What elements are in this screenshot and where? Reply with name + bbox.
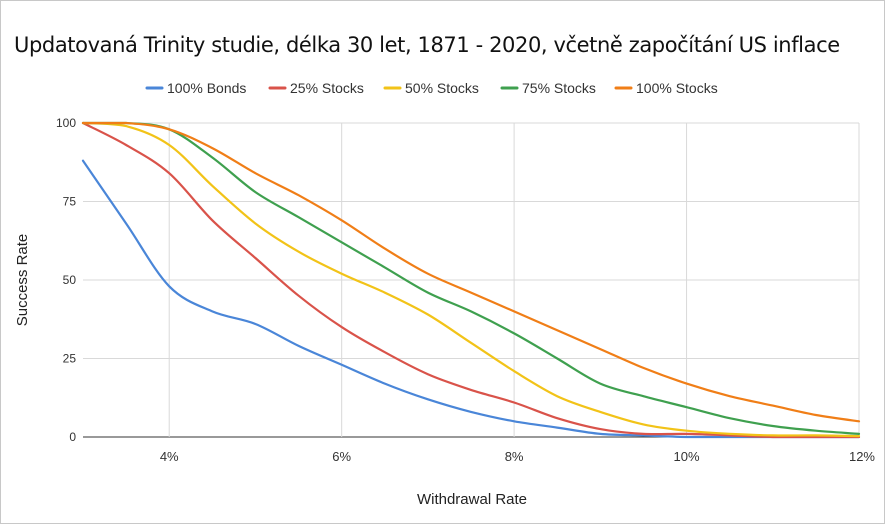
y-tick-label: 75 [63, 195, 77, 209]
legend-item-100-stocks[interactable]: 100% Stocks [614, 80, 718, 96]
x-tick-label: 8% [505, 449, 524, 464]
x-tick-label: 10% [674, 449, 700, 464]
series-line-100-stocks [81, 121, 861, 423]
series-line-50-stocks [81, 121, 861, 438]
legend-label: 100% Bonds [167, 80, 246, 96]
x-tick-label: 4% [160, 449, 179, 464]
y-tick-label: 0 [69, 430, 76, 444]
legend-label: 100% Stocks [636, 80, 718, 96]
y-tick-label: 25 [63, 352, 77, 366]
legend-item-50-stocks[interactable]: 50% Stocks [383, 80, 479, 96]
series-line-100-bonds [81, 159, 861, 439]
legend-item-100-bonds[interactable]: 100% Bonds [145, 80, 246, 96]
x-tick-label: 6% [332, 449, 351, 464]
legend-label: 25% Stocks [290, 80, 364, 96]
series-line-75-stocks [81, 121, 861, 435]
y-tick-label: 100 [56, 116, 76, 130]
x-axis-label: Withdrawal Rate [417, 491, 527, 508]
y-axis-label: Success Rate [14, 234, 31, 327]
x-tick-label: 12% [849, 449, 875, 464]
chart-title: Updatovaná Trinity studie, délka 30 let,… [14, 33, 840, 57]
y-axis-ticks: 0 25 50 75 100 [56, 116, 76, 444]
series-lines [81, 121, 861, 439]
series-line-25-stocks [81, 121, 861, 439]
y-tick-label: 50 [63, 273, 77, 287]
legend-item-75-stocks[interactable]: 75% Stocks [500, 80, 596, 96]
legend-label: 50% Stocks [405, 80, 479, 96]
x-axis-ticks: 4% 6% 8% 10% 12% [160, 449, 876, 464]
grid [83, 122, 860, 438]
legend-label: 75% Stocks [522, 80, 596, 96]
legend: 100% Bonds 25% Stocks 50% Stocks 75% Stocks… [145, 80, 718, 96]
legend-item-25-stocks[interactable]: 25% Stocks [268, 80, 364, 96]
